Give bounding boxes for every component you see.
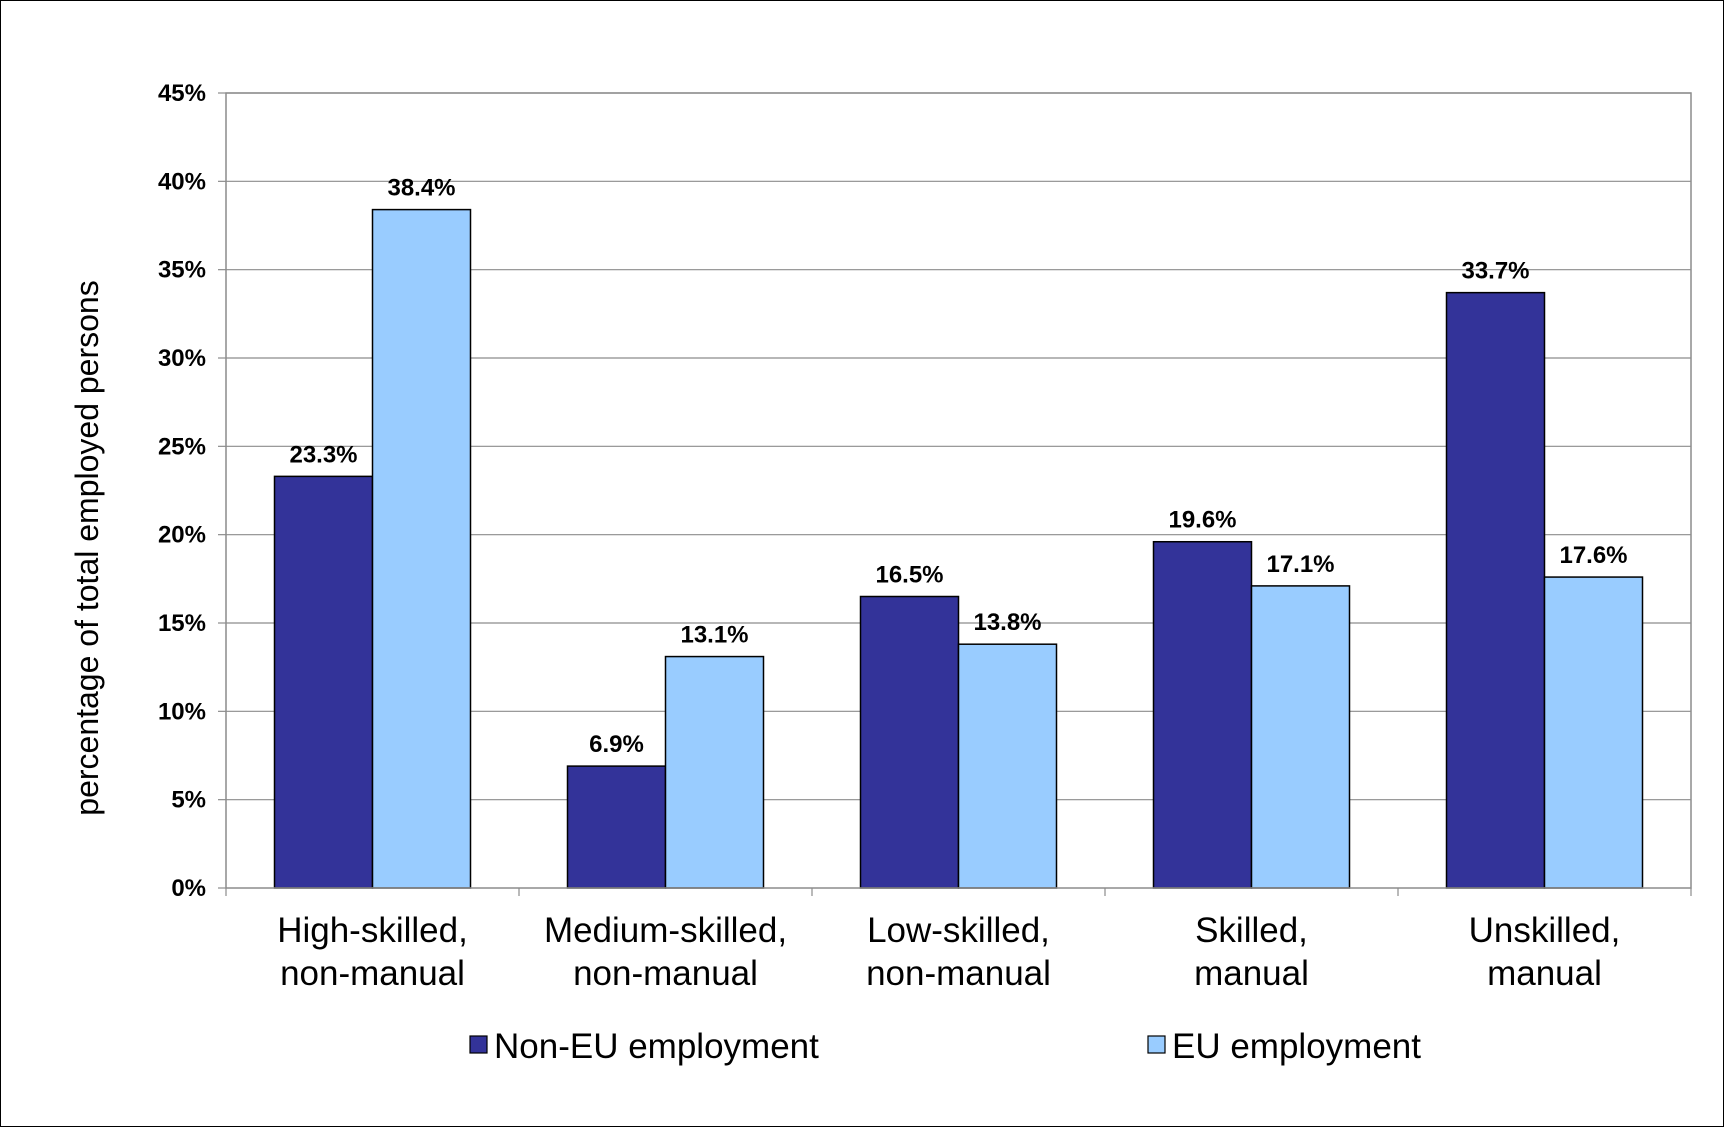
axes [218, 92, 1692, 896]
bars [273, 208, 1644, 889]
bar[interactable] [371, 208, 472, 889]
plot-area [225, 92, 1692, 889]
y-tick-label: 5% [171, 787, 206, 814]
y-tick-label: 25% [158, 433, 206, 460]
data-label: 33.7% [1461, 258, 1529, 285]
y-axis-title: percentage of total employed persons [69, 280, 105, 815]
x-tick-label-line: High-skilled, [277, 911, 468, 950]
bar[interactable] [957, 643, 1058, 889]
bar[interactable] [1250, 585, 1351, 889]
x-tick-label-line: manual [1487, 954, 1602, 993]
y-tick-label: 15% [158, 610, 206, 637]
data-label: 6.9% [589, 731, 644, 758]
data-label: 16.5% [875, 562, 943, 589]
x-tick-label: Unskilled, manual [1469, 911, 1621, 993]
data-label: 23.3% [289, 441, 357, 468]
x-tick-label-line: Low-skilled, [867, 911, 1050, 950]
x-tick-label-line: non-manual [573, 954, 758, 993]
x-tick-label-line: Skilled, [1195, 911, 1308, 950]
legend-swatch [469, 1035, 488, 1054]
bar[interactable] [273, 475, 374, 889]
y-tick-label: 30% [158, 345, 206, 372]
data-label: 19.6% [1168, 507, 1236, 534]
data-label: 13.1% [680, 622, 748, 649]
x-tick-label: High-skilled, non-manual [277, 911, 468, 993]
bar[interactable] [566, 765, 667, 889]
data-label: 38.4% [387, 175, 455, 202]
x-tick-label-line: non-manual [866, 954, 1051, 993]
labels: 0% 5% 10% 15% 20% 25% 30% 35% 40% 45% 23.3% 38.4% Hi… [158, 80, 1628, 993]
y-tick-label: 45% [158, 80, 206, 107]
y-tick-label: 40% [158, 168, 206, 195]
bar[interactable] [664, 655, 765, 889]
x-tick-label-line: Unskilled, [1469, 911, 1621, 950]
legend-label: EU employment [1172, 1027, 1421, 1066]
bar[interactable] [1152, 540, 1253, 889]
y-tick-label: 35% [158, 257, 206, 284]
data-label: 17.1% [1266, 551, 1334, 578]
legend: Non-EU employment EU employment [469, 1027, 1421, 1066]
x-tick-label-line: non-manual [280, 954, 465, 993]
x-tick-label-line: Medium-skilled, [544, 911, 787, 950]
bar[interactable] [1445, 291, 1546, 889]
y-tick-label: 10% [158, 698, 206, 725]
bar[interactable] [859, 595, 960, 889]
legend-swatch [1147, 1035, 1166, 1054]
bar[interactable] [1543, 576, 1644, 889]
y-tick-label: 0% [171, 875, 206, 902]
data-label: 13.8% [973, 609, 1041, 636]
x-tick-label: Low-skilled, non-manual [866, 911, 1051, 993]
data-label: 17.6% [1559, 542, 1627, 569]
x-tick-label: Skilled, manual [1194, 911, 1309, 993]
legend-label: Non-EU employment [494, 1027, 819, 1066]
x-tick-label-line: manual [1194, 954, 1309, 993]
y-tick-label: 20% [158, 522, 206, 549]
x-tick-label: Medium-skilled, non-manual [544, 911, 787, 993]
